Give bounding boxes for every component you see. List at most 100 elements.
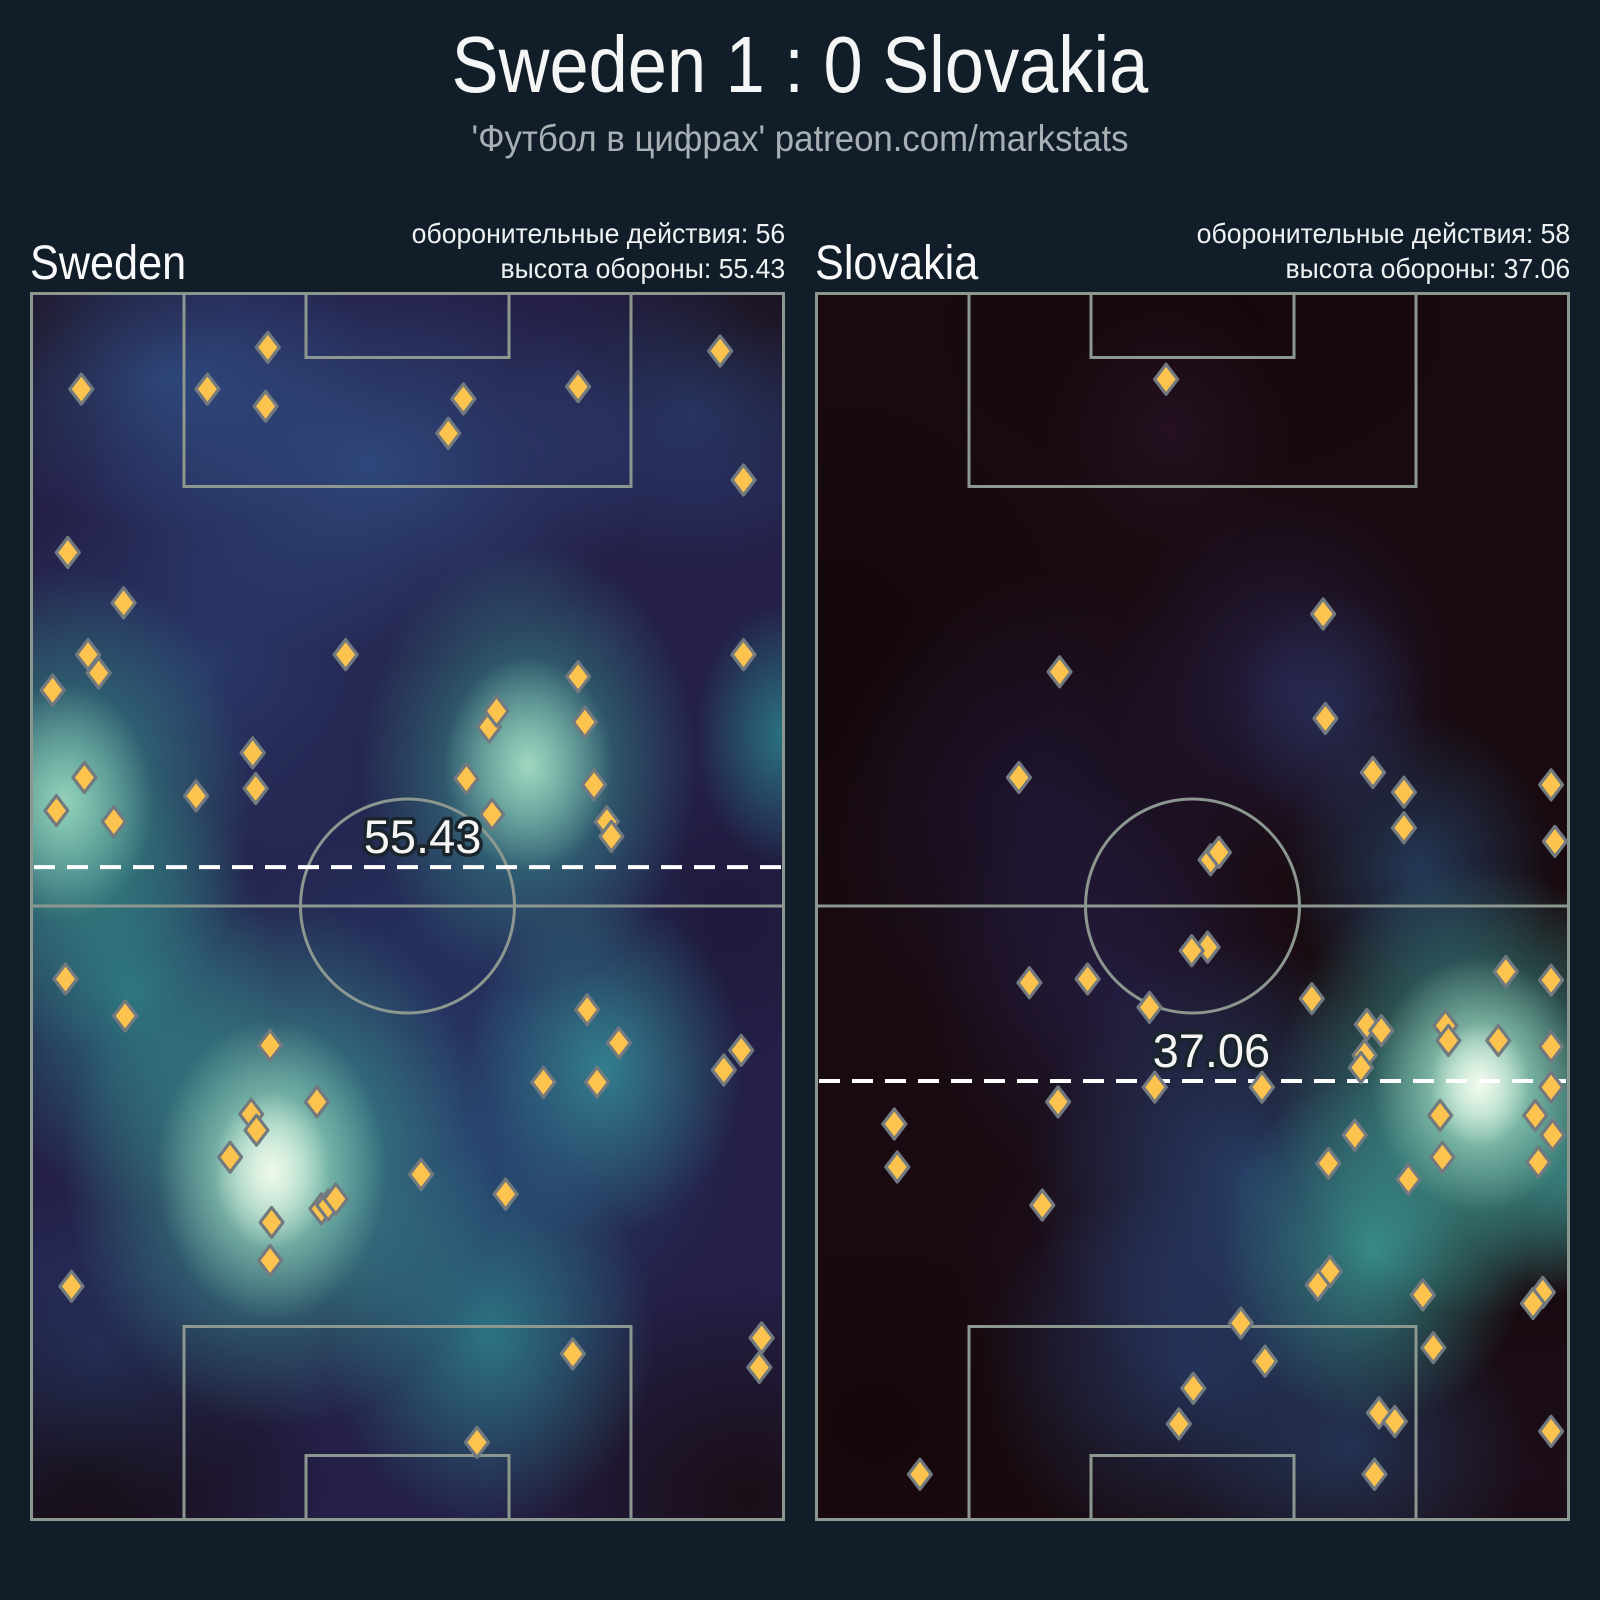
defensive-action-marker: [1153, 362, 1180, 396]
defensive-action-marker: [111, 999, 139, 1033]
slovakia-panel: Slovakia оборонительные действия: 58 выс…: [815, 0, 1570, 1600]
defensive-action-marker: [564, 660, 592, 694]
defensive-action-markers: [881, 362, 1569, 1491]
defensive-action-marker: [1409, 1278, 1436, 1312]
defensive-action-marker: [492, 1177, 519, 1211]
defensive-action-marker: [1248, 1070, 1276, 1104]
defensive-action-marker: [1429, 1140, 1456, 1174]
defensive-action-marker: [110, 586, 137, 620]
defensive-action-marker: [1251, 1344, 1279, 1378]
defensive-action-marker: [1395, 1162, 1422, 1196]
defensive-action-marker: [1537, 1414, 1565, 1448]
defensive-action-marker: [746, 1350, 773, 1385]
defensive-action-marker: [564, 369, 592, 404]
defensive-action-marker: [483, 694, 510, 728]
defensive-action-marker: [71, 760, 98, 795]
defensive-action-marker: [54, 535, 81, 570]
defense-height-label: 55.43: [364, 810, 482, 863]
slovakia-pitch-heatmap: 37.06: [815, 292, 1570, 1521]
defensive-action-marker: [728, 1033, 755, 1067]
penalty-box-bottom: [967, 1325, 1418, 1521]
sweden-panel: Sweden оборонительные действия: 56 высот…: [30, 0, 785, 1600]
defense-height-label: 37.06: [1153, 1024, 1271, 1077]
defensive-action-marker: [1381, 1404, 1408, 1439]
defensive-action-marker: [1525, 1145, 1552, 1179]
defensive-action-marker: [183, 779, 210, 813]
defensive-action-marker: [1390, 811, 1418, 845]
sweden-defense-stats: оборонительные действия: 56 высота оборо…: [411, 216, 785, 286]
goal-box-top: [1089, 292, 1296, 359]
defensive-action-marker: [1045, 1085, 1072, 1119]
defensive-action-marker: [730, 638, 757, 672]
defensive-action-marker: [906, 1457, 934, 1491]
defensive-action-marker: [453, 762, 480, 796]
defensive-action-marker: [1315, 1146, 1342, 1181]
defensive-action-marker: [530, 1065, 557, 1099]
defensive-action-marker: [1074, 962, 1101, 996]
defensive-action-marker: [748, 1321, 775, 1355]
defensive-action-marker: [730, 463, 757, 497]
defensive-action-marker: [598, 819, 625, 854]
team-name-sweden: Sweden: [30, 237, 187, 290]
defensive-action-marker: [1368, 1013, 1395, 1048]
defensive-action-marker: [1180, 1371, 1207, 1405]
defensive-action-marker: [1046, 655, 1073, 689]
defensive-action-marker: [1485, 1023, 1512, 1058]
defensive-action-marker: [881, 1107, 908, 1141]
sweden-pitch-heatmap: 55.43: [30, 292, 785, 1521]
center-circle: [1084, 797, 1301, 1015]
defensive-action-marker: [1537, 1029, 1565, 1064]
penalty-box-top: [182, 292, 633, 488]
defensive-action-marker: [574, 993, 601, 1027]
defensive-action-marker: [884, 1150, 911, 1184]
defensive-action-marker: [1298, 982, 1325, 1016]
defensive-action-marker: [1435, 1023, 1462, 1058]
defensive-action-marker: [68, 372, 95, 406]
defensive-action-marker: [1537, 963, 1565, 997]
defensive-action-marker: [39, 673, 66, 707]
defensive-action-marker: [194, 372, 221, 406]
defensive-action-marker: [303, 1085, 330, 1119]
defensive-action-marker: [1537, 1070, 1565, 1104]
defensive-action-marker: [322, 1182, 349, 1216]
defensive-action-marker: [580, 768, 608, 802]
defensive-action-marker: [571, 705, 599, 739]
defensive-action-marker: [1341, 1118, 1368, 1152]
defensive-action-marker: [1519, 1286, 1547, 1321]
defensive-action-marker: [1541, 824, 1569, 859]
defensive-action-marker: [559, 1337, 586, 1371]
defensive-action-marker: [52, 962, 79, 996]
defensive-action-marker: [257, 1028, 284, 1063]
defensive-action-marker: [217, 1140, 244, 1174]
defensive-action-marker: [1420, 1331, 1447, 1365]
defensive-action-marker: [1178, 934, 1205, 968]
match-title: Sweden 1 : 0 Slovakia: [451, 20, 1149, 109]
defensive-action-marker: [257, 1243, 284, 1278]
sweden-defensive-actions-stat: оборонительные действия: 56: [411, 218, 785, 249]
defensive-action-marker: [1522, 1098, 1549, 1133]
goal-box-bottom: [304, 1454, 511, 1521]
watermark-credit: 'Футбол в цифрах' patreon.com/markstats: [471, 118, 1129, 159]
defensive-action-marker: [239, 736, 266, 770]
goal-box-top: [304, 292, 511, 359]
defensive-action-marker: [1205, 835, 1232, 870]
defensive-action-marker: [1016, 966, 1043, 1000]
defensive-action-marker: [1310, 597, 1337, 631]
defensive-action-marker: [1347, 1050, 1375, 1085]
defensive-action-marker: [605, 1026, 633, 1060]
defensive-action-markers: [39, 330, 775, 1459]
defensive-action-marker: [479, 797, 506, 831]
defensive-action-marker: [408, 1157, 435, 1192]
sweden-pitch-svg: 55.43: [30, 292, 785, 1521]
defensive-action-marker: [332, 638, 359, 672]
goal-box-bottom: [1089, 1454, 1296, 1521]
slovakia-pitch-svg: 37.06: [815, 292, 1570, 1521]
defensive-action-marker: [1492, 954, 1519, 989]
defensive-action-marker: [1304, 1268, 1331, 1302]
defensive-action-marker: [100, 805, 127, 839]
slovakia-defense-height-stat: высота обороны: 37.06: [1285, 253, 1570, 284]
defensive-action-marker: [1005, 760, 1032, 795]
defensive-action-marker: [710, 1053, 737, 1087]
slovakia-defensive-actions-stat: оборонительные действия: 58: [1196, 218, 1570, 249]
